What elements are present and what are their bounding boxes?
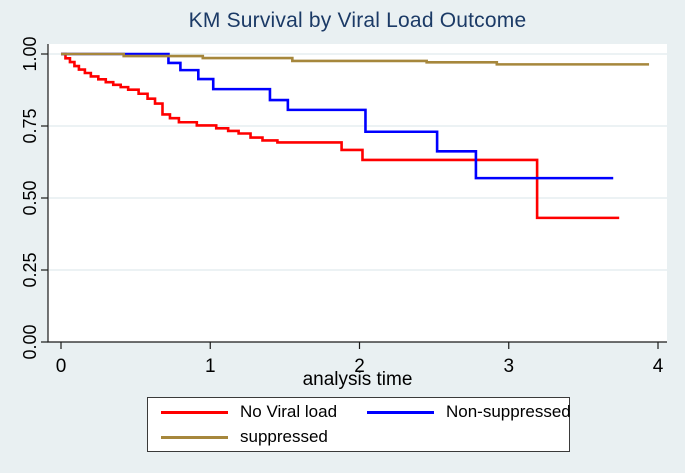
xtick-label-4: 4: [653, 356, 664, 377]
ytick-label-0.00: 0.00: [20, 324, 40, 359]
ytick-label-0.50: 0.50: [20, 180, 40, 215]
series-line-suppressed: [61, 52, 650, 66]
legend: No Viral load Non-suppressed suppressed: [147, 397, 571, 452]
series-line-non-suppressed: [61, 52, 614, 180]
chart-title: KM Survival by Viral Load Outcome: [188, 9, 527, 32]
plot-area: [48, 44, 667, 342]
ytick-label-1.00: 1.00: [20, 36, 40, 71]
xtick-label-0: 0: [56, 356, 67, 377]
legend-label-no-viral-load: No Viral load: [240, 402, 338, 421]
legend-label-non-suppressed: Non-suppressed: [446, 402, 571, 421]
xtick-label-2: 2: [354, 356, 365, 377]
ytick-label-0.75: 0.75: [20, 108, 40, 143]
ytick-label-0.25: 0.25: [20, 252, 40, 287]
xtick-label-3: 3: [503, 356, 514, 377]
legend-item-no-viral-load: No Viral load: [161, 402, 367, 422]
legend-line-sample-olive: [161, 435, 228, 439]
xtick-label-1: 1: [205, 356, 216, 377]
legend-line-sample-red: [161, 410, 228, 414]
legend-item-suppressed: suppressed: [161, 427, 367, 447]
legend-label-suppressed: suppressed: [240, 427, 328, 446]
x-axis-label: analysis time: [302, 369, 413, 390]
legend-line-sample-blue: [367, 410, 434, 414]
legend-item-non-suppressed: Non-suppressed: [367, 402, 571, 422]
series-line-no-viral-load: [61, 52, 620, 220]
